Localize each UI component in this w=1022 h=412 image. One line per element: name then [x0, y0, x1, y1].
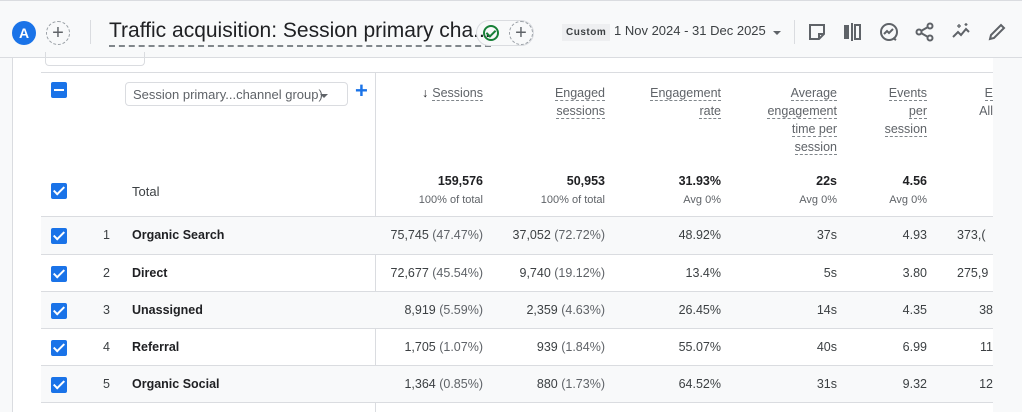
- total-time: 22s: [816, 174, 837, 188]
- divider: [41, 291, 993, 292]
- chevron-down-icon: [320, 94, 328, 98]
- cell-sessions: 1,705 (1.07%): [404, 340, 483, 354]
- cell-rate: 48.92%: [678, 228, 721, 242]
- row-checkbox[interactable]: [51, 340, 67, 356]
- cell-event-count: 275,9: [957, 266, 989, 280]
- divider: [794, 20, 795, 44]
- column-header-avg-engagement-time[interactable]: Average engagement time per session: [767, 86, 837, 155]
- row-checkbox[interactable]: [51, 266, 67, 282]
- total-events-sub: Avg 0%: [889, 194, 927, 206]
- column-header-engagement-rate[interactable]: Engagement rate: [650, 86, 721, 119]
- row-channel-name: Organic Search: [132, 228, 225, 242]
- total-events: 4.56: [902, 174, 927, 188]
- cell-event-count: 11: [980, 340, 993, 354]
- table-row[interactable]: 2 Direct 72,677 (45.54%) 9,740 (19.12%) …: [41, 255, 993, 292]
- cell-rate: 26.45%: [678, 303, 721, 317]
- table-row[interactable]: 3 Unassigned 8,919 (5.59%) 2,359 (4.63%)…: [41, 292, 993, 329]
- divider: [41, 365, 993, 366]
- divider: [41, 216, 993, 217]
- divider: [41, 402, 993, 403]
- cell-rate: 55.07%: [678, 340, 721, 354]
- add-dimension-button[interactable]: +: [355, 78, 368, 103]
- row-channel-name: Unassigned: [132, 303, 203, 317]
- total-time-sub: Avg 0%: [799, 194, 837, 206]
- cell-events: 3.80: [902, 266, 927, 280]
- cell-sessions: 1,364 (0.85%): [404, 377, 483, 391]
- verified-check-icon: [483, 25, 499, 41]
- row-channel-name: Organic Social: [132, 377, 220, 391]
- note-icon[interactable]: [806, 21, 828, 43]
- cell-rate: 64.52%: [678, 377, 721, 391]
- column-header-engaged-sessions[interactable]: Engaged sessions: [554, 86, 605, 119]
- table-row[interactable]: 4 Referral 1,705 (1.07%) 939 (1.84%) 55.…: [41, 329, 993, 366]
- cell-event-count: 373,(: [957, 228, 986, 242]
- cell-sessions: 8,919 (5.59%): [404, 303, 483, 317]
- row-checkbox[interactable]: [51, 377, 67, 393]
- data-table: Session primary...channel group) + ↓ Sess…: [41, 72, 993, 412]
- total-engaged: 50,953: [566, 174, 605, 188]
- total-sessions: 159,576: [437, 174, 483, 188]
- column-header-events-per-session[interactable]: Events per session: [884, 86, 927, 137]
- cell-events: 9.32: [902, 377, 927, 391]
- report-header: A + Traffic acquisition: Session primary…: [0, 0, 1022, 58]
- select-all-checkbox[interactable]: [51, 82, 67, 98]
- table-row[interactable]: 5 Organic Social 1,364 (0.85%) 880 (1.73…: [41, 366, 993, 403]
- cell-time: 5s: [823, 266, 837, 280]
- table-row[interactable]: 1 Organic Search 75,745 (47.47%) 37,052 …: [41, 217, 993, 254]
- cell-time: 31s: [816, 377, 837, 391]
- total-label: Total: [132, 184, 160, 199]
- edit-icon[interactable]: [986, 21, 1008, 43]
- horizontal-scroll-gutter: [993, 58, 1022, 412]
- insights-icon[interactable]: [878, 21, 900, 43]
- cell-engaged: 2,359 (4.63%): [526, 303, 605, 317]
- cell-engaged: 880 (1.73%): [536, 377, 605, 391]
- report-status-pill[interactable]: +: [476, 20, 534, 46]
- report-title[interactable]: Traffic acquisition: Session primary cha…: [109, 19, 491, 47]
- cell-engaged: 9,740 (19.12%): [519, 266, 606, 280]
- date-range-picker[interactable]: 1 Nov 2024 - 31 Dec 2025: [614, 23, 766, 38]
- compare-icon[interactable]: [841, 21, 863, 43]
- total-checkbox[interactable]: [51, 183, 67, 199]
- cell-sessions: 75,745 (47.47%): [390, 228, 483, 242]
- cell-time: 40s: [816, 340, 837, 354]
- account-avatar[interactable]: A: [12, 21, 36, 45]
- add-filter-button[interactable]: +: [509, 21, 533, 45]
- sparkle-trend-icon[interactable]: [950, 21, 972, 43]
- divider: [90, 20, 91, 44]
- date-preset-badge: Custom: [562, 24, 611, 41]
- divider: [41, 328, 993, 329]
- total-rate: 31.93%: [678, 174, 721, 188]
- total-sessions-sub: 100% of total: [418, 194, 483, 206]
- cell-time: 14s: [816, 303, 837, 317]
- row-checkbox[interactable]: [51, 303, 67, 319]
- column-header-sessions[interactable]: ↓ Sessions: [422, 86, 483, 101]
- cell-events: 6.99: [902, 340, 927, 354]
- row-checkbox[interactable]: [51, 228, 67, 244]
- dimension-dropdown[interactable]: Session primary...channel group): [125, 82, 348, 106]
- chevron-down-icon[interactable]: [773, 31, 781, 35]
- divider: [41, 254, 993, 255]
- cell-event-count: 12: [979, 377, 993, 391]
- total-rate-sub: Avg 0%: [683, 194, 721, 206]
- cell-time: 37s: [816, 228, 837, 242]
- total-engaged-sub: 100% of total: [540, 194, 605, 206]
- cell-event-count: 38: [979, 303, 993, 317]
- cell-sessions: 72,677 (45.54%): [390, 266, 483, 280]
- search-input[interactable]: [45, 52, 145, 66]
- share-icon[interactable]: [914, 21, 936, 43]
- row-channel-name: Direct: [132, 266, 168, 280]
- cell-engaged: 939 (1.84%): [536, 340, 605, 354]
- divider: [41, 72, 993, 73]
- row-channel-name: Referral: [132, 340, 180, 354]
- cell-engaged: 37,052 (72.72%): [512, 228, 605, 242]
- cell-rate: 13.4%: [685, 266, 721, 280]
- cell-events: 4.93: [902, 228, 927, 242]
- sort-down-arrow-icon: ↓: [422, 86, 429, 100]
- cell-events: 4.35: [902, 303, 927, 317]
- column-header-event-count[interactable]: E All: [979, 86, 993, 118]
- add-comparison-button[interactable]: +: [46, 21, 70, 45]
